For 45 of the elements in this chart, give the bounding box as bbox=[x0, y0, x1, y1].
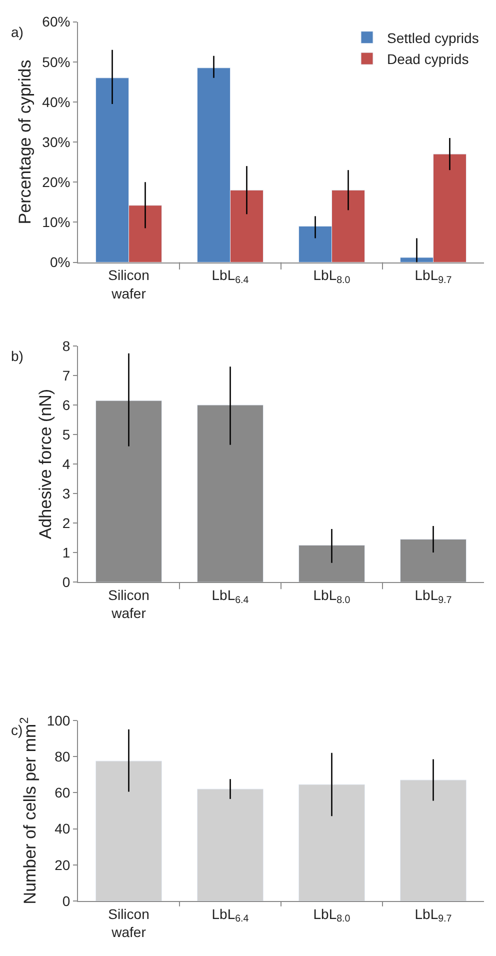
y-axis-title: Percentage of cyprids bbox=[16, 60, 35, 224]
x-tick-label: LbL$_{6.4}$ bbox=[212, 906, 250, 925]
x-tick-label: Silicon wafer bbox=[108, 906, 150, 940]
y-tick-label: 50% bbox=[42, 54, 70, 70]
x-tick-label: LbL$_{6.4}$ bbox=[212, 267, 250, 286]
text: a) bbox=[11, 24, 24, 40]
text: c) bbox=[11, 722, 23, 738]
x-tick-label: LbL$_{8.0}$ bbox=[313, 267, 351, 286]
y-tick-label: 1 bbox=[62, 544, 70, 560]
x-tick-label: LbL$_{6.4}$ bbox=[212, 586, 250, 606]
x-tick-label: LbL$_{9.7}$ bbox=[414, 586, 452, 606]
x-tick-label: LbL$_{9.7}$ bbox=[414, 906, 452, 925]
y-tick-label: 30% bbox=[42, 134, 70, 150]
y-axis-title: Adhesive force (nN) bbox=[36, 388, 55, 540]
y-tick-label: 7 bbox=[62, 367, 70, 384]
y-tick-label: 6 bbox=[62, 396, 70, 413]
x-tick-label: LbL$_{8.0}$ bbox=[313, 586, 351, 606]
y-tick-label: 10% bbox=[42, 214, 70, 230]
y-tick-label: 0 bbox=[62, 574, 70, 590]
bar bbox=[298, 784, 365, 901]
y-tick-label: 4 bbox=[62, 456, 70, 472]
y-tick-label: 5 bbox=[62, 426, 70, 442]
y-tick-label: 0% bbox=[50, 254, 70, 270]
text: b) bbox=[11, 348, 24, 364]
y-tick-label: 2 bbox=[62, 514, 70, 531]
y-tick-label: 20 bbox=[54, 856, 70, 873]
y-tick-label: 60 bbox=[54, 784, 70, 801]
y-tick-label: 40% bbox=[42, 94, 70, 110]
bar bbox=[400, 780, 466, 901]
legend-label: Settled cyprids bbox=[387, 30, 479, 46]
y-tick-label: 0 bbox=[62, 892, 70, 909]
x-tick-label: LbL$_{8.0}$ bbox=[313, 906, 351, 925]
y-tick-label: 20% bbox=[42, 174, 70, 190]
y-tick-label: 3 bbox=[62, 485, 70, 502]
y-tick-label: 80 bbox=[54, 748, 70, 764]
y-tick-label: 100 bbox=[46, 712, 70, 728]
x-tick-label: LbL$_{9.7}$ bbox=[414, 267, 452, 286]
y-tick-label: 40 bbox=[54, 820, 70, 837]
x-tick-label: Silicon wafer bbox=[108, 586, 150, 622]
y-tick-label: 60% bbox=[42, 14, 70, 30]
bar bbox=[197, 788, 264, 901]
x-tick-label: Silicon wafer bbox=[108, 267, 150, 302]
legend-label: Dead cyprids bbox=[387, 51, 469, 68]
bar bbox=[96, 760, 162, 901]
y-tick-label: 8 bbox=[62, 338, 70, 354]
